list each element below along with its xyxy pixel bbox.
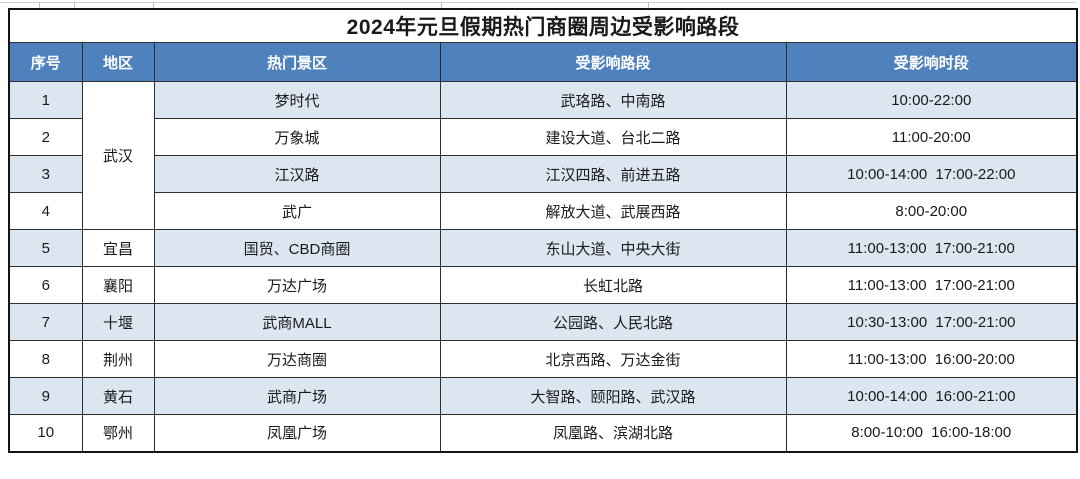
spreadsheet-gridline-tick <box>39 2 40 9</box>
cell-roads: 长虹北路 <box>439 266 787 304</box>
cell-serial: 10 <box>8 414 83 452</box>
cell-spot: 万达商圈 <box>153 340 441 378</box>
cell-time: 11:00-13:00 17:00-21:00 <box>785 266 1078 304</box>
cell-spot: 武商MALL <box>153 303 441 341</box>
cell-spot: 江汉路 <box>153 155 441 193</box>
cell-region: 鄂州 <box>81 414 155 452</box>
table-title: 2024年元旦假期热门商圈周边受影响路段 <box>8 8 1078 43</box>
cell-spot: 武商广场 <box>153 377 441 415</box>
spreadsheet-gridline-tick <box>74 2 75 9</box>
cell-roads: 凤凰路、滨湖北路 <box>439 414 787 452</box>
cell-time: 11:00-13:00 16:00-20:00 <box>785 340 1078 378</box>
affected-roads-table: 2024年元旦假期热门商圈周边受影响路段 序号 地区 热门景区 受影响路段 受影… <box>8 8 1079 453</box>
cell-time: 11:00-13:00 17:00-21:00 <box>785 229 1078 267</box>
table-header-row: 序号 地区 热门景区 受影响路段 受影响时段 <box>8 42 1078 82</box>
table-row: 9 黄石 武商广场 大智路、颐阳路、武汉路 10:00-14:00 16:00-21:0… <box>8 377 1078 415</box>
cell-time: 8:00-20:00 <box>785 192 1078 230</box>
cell-serial: 5 <box>8 229 83 267</box>
table-row: 2 万象城 建设大道、台北二路 11:00-20:00 <box>8 118 1078 156</box>
table-row: 5 宜昌 国贸、CBD商圈 东山大道、中央大街 11:00-13:00 17:00-21… <box>8 229 1078 267</box>
cell-spot: 武广 <box>153 192 441 230</box>
spreadsheet-gridline <box>0 2 1076 3</box>
cell-time: 10:00-14:00 16:00-21:00 <box>785 377 1078 415</box>
cell-serial: 8 <box>8 340 83 378</box>
cell-serial: 4 <box>8 192 83 230</box>
cell-region: 襄阳 <box>81 266 155 304</box>
column-header-spot: 热门景区 <box>153 42 441 82</box>
table-row: 7 十堰 武商MALL 公园路、人民北路 10:30-13:00 17:00-21:00 <box>8 303 1078 341</box>
cell-region: 荆州 <box>81 340 155 378</box>
cell-time: 10:00-22:00 <box>785 81 1078 119</box>
cell-time: 10:30-13:00 17:00-21:00 <box>785 303 1078 341</box>
cell-roads: 大智路、颐阳路、武汉路 <box>439 377 787 415</box>
cell-roads: 东山大道、中央大街 <box>439 229 787 267</box>
cell-serial: 6 <box>8 266 83 304</box>
cell-spot: 国贸、CBD商圈 <box>153 229 441 267</box>
cell-region: 宜昌 <box>81 229 155 267</box>
table-row: 3 江汉路 江汉四路、前进五路 10:00-14:00 17:00-22:00 <box>8 155 1078 193</box>
cell-region: 十堰 <box>81 303 155 341</box>
cell-roads: 武珞路、中南路 <box>439 81 787 119</box>
cell-serial: 9 <box>8 377 83 415</box>
table-row: 4 武广 解放大道、武展西路 8:00-20:00 <box>8 192 1078 230</box>
cell-time: 11:00-20:00 <box>785 118 1078 156</box>
cell-time: 10:00-14:00 17:00-22:00 <box>785 155 1078 193</box>
spreadsheet-gridline-tick <box>153 2 154 9</box>
table-title-row: 2024年元旦假期热门商圈周边受影响路段 <box>8 8 1078 43</box>
cell-serial: 3 <box>8 155 83 193</box>
cell-region: 武汉 <box>81 81 155 230</box>
table-row: 10 鄂州 凤凰广场 凤凰路、滨湖北路 8:00-10:00 16:00-18:00 <box>8 414 1078 452</box>
spreadsheet-gridline-tick <box>441 2 442 9</box>
table-row: 6 襄阳 万达广场 长虹北路 11:00-13:00 17:00-21:00 <box>8 266 1078 304</box>
column-header-time: 受影响时段 <box>785 42 1078 82</box>
cell-roads: 解放大道、武展西路 <box>439 192 787 230</box>
cell-roads: 北京西路、万达金街 <box>439 340 787 378</box>
column-header-serial: 序号 <box>8 42 83 82</box>
table-row: 1 武汉 梦时代 武珞路、中南路 10:00-22:00 <box>8 81 1078 230</box>
cell-region: 黄石 <box>81 377 155 415</box>
cell-roads: 建设大道、台北二路 <box>439 118 787 156</box>
cell-serial: 1 <box>8 81 83 119</box>
cell-spot: 万象城 <box>153 118 441 156</box>
cell-serial: 7 <box>8 303 83 341</box>
cell-roads: 江汉四路、前进五路 <box>439 155 787 193</box>
cell-serial: 2 <box>8 118 83 156</box>
cell-spot: 梦时代 <box>153 81 441 119</box>
column-header-region: 地区 <box>81 42 155 82</box>
cell-spot: 凤凰广场 <box>153 414 441 452</box>
cell-spot: 万达广场 <box>153 266 441 304</box>
spreadsheet-gridline-tick <box>648 2 649 9</box>
column-header-roads: 受影响路段 <box>439 42 787 82</box>
table-row: 8 荆州 万达商圈 北京西路、万达金街 11:00-13:00 16:00-20:00 <box>8 340 1078 378</box>
cell-roads: 公园路、人民北路 <box>439 303 787 341</box>
cell-time: 8:00-10:00 16:00-18:00 <box>785 414 1078 452</box>
